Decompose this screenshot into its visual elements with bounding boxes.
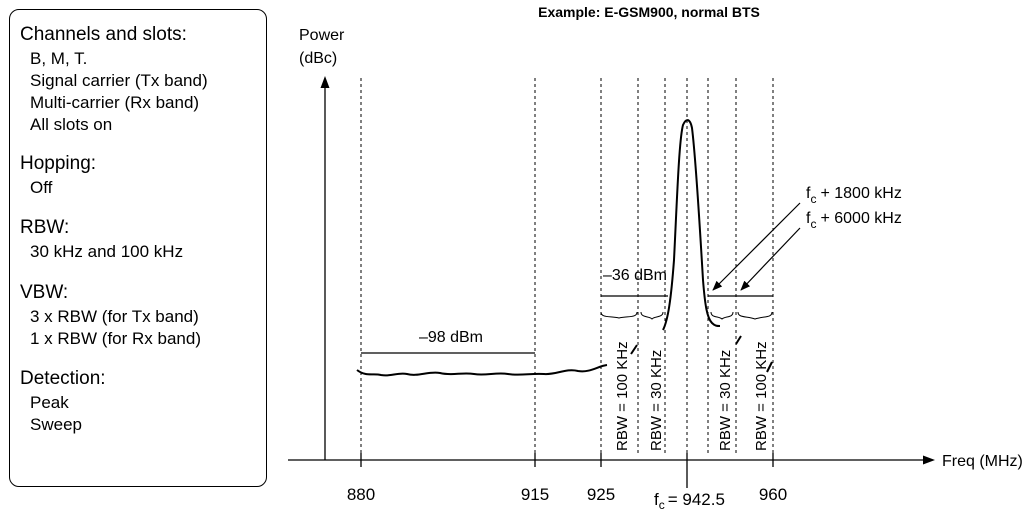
- spectrum-main-lobe: [662, 119, 721, 331]
- svg-text:fc+ 1800 kHz: fc + 1800 kHz: [806, 185, 902, 206]
- rbw-30-right-label: RBW = 30 KHz: [717, 350, 734, 451]
- detection-line: Sweep: [30, 415, 82, 434]
- diagram-title: Example: E-GSM900, normal BTS: [538, 4, 760, 20]
- channels-line: All slots on: [30, 115, 113, 134]
- rbw-30-left-label: RBW = 30 KHz: [648, 350, 665, 451]
- offset-6000-annotation: fc + 6000 kHz: [806, 210, 902, 231]
- vbw-line: 3 x RBW (for Tx band): [30, 307, 199, 326]
- spectrum-trace-fragment: [766, 361, 773, 373]
- fc-tick-label: fc = 942.5: [654, 490, 725, 512]
- x-tick-label: 925: [587, 485, 615, 504]
- y-axis-label: Power: [299, 27, 345, 44]
- spectrum-trace-fragment: [735, 335, 742, 345]
- x-axis: [288, 455, 935, 465]
- offset-6000-arrow: [740, 227, 801, 291]
- rbw-heading: RBW:: [20, 217, 70, 238]
- svg-text:fc= 942.5: fc = 942.5: [654, 490, 725, 512]
- x-tick-label: 960: [759, 485, 787, 504]
- y-axis: [320, 76, 330, 460]
- x-axis-label: Freq (MHz): [942, 453, 1023, 470]
- rbw-100-left-label: RBW = 100 KHz: [614, 341, 631, 451]
- offset-1800-annotation: fc + 1800 kHz: [806, 185, 902, 206]
- hopping-line: Off: [30, 178, 53, 197]
- channels-line: B, M, T.: [30, 49, 88, 68]
- tx-band-level-label: –36 dBm: [603, 267, 667, 284]
- spectrum-trace-fragment: [630, 344, 638, 355]
- rx-band-level-label: –98 dBm: [419, 329, 483, 346]
- svg-text:fc+ 6000 kHz: fc + 6000 kHz: [806, 210, 902, 231]
- vbw-heading: VBW:: [20, 282, 69, 303]
- spectrum-trace: [356, 364, 608, 377]
- channels-line: Multi-carrier (Rx band): [30, 93, 200, 112]
- x-axis-ticks: [360, 453, 774, 488]
- rbw-braces: [600, 311, 773, 320]
- settings-panel: Channels and slots: B, M, T. Signal carr…: [9, 9, 267, 487]
- x-tick-label: 880: [347, 485, 375, 504]
- rbw-100-right-label: RBW = 100 KHz: [753, 341, 770, 451]
- channels-heading: Channels and slots:: [20, 24, 187, 45]
- x-tick-label: 915: [521, 485, 549, 504]
- y-axis-unit: (dBc): [299, 50, 337, 67]
- channels-line: Signal carrier (Tx band): [30, 71, 208, 90]
- offset-1800-arrow: [712, 202, 801, 291]
- detection-heading: Detection:: [20, 368, 106, 389]
- hopping-heading: Hopping:: [20, 153, 97, 174]
- frequency-guides: [360, 78, 774, 455]
- rbw-line: 30 kHz and 100 kHz: [30, 242, 184, 261]
- detection-line: Peak: [30, 393, 69, 412]
- vbw-line: 1 x RBW (for Rx band): [30, 329, 201, 348]
